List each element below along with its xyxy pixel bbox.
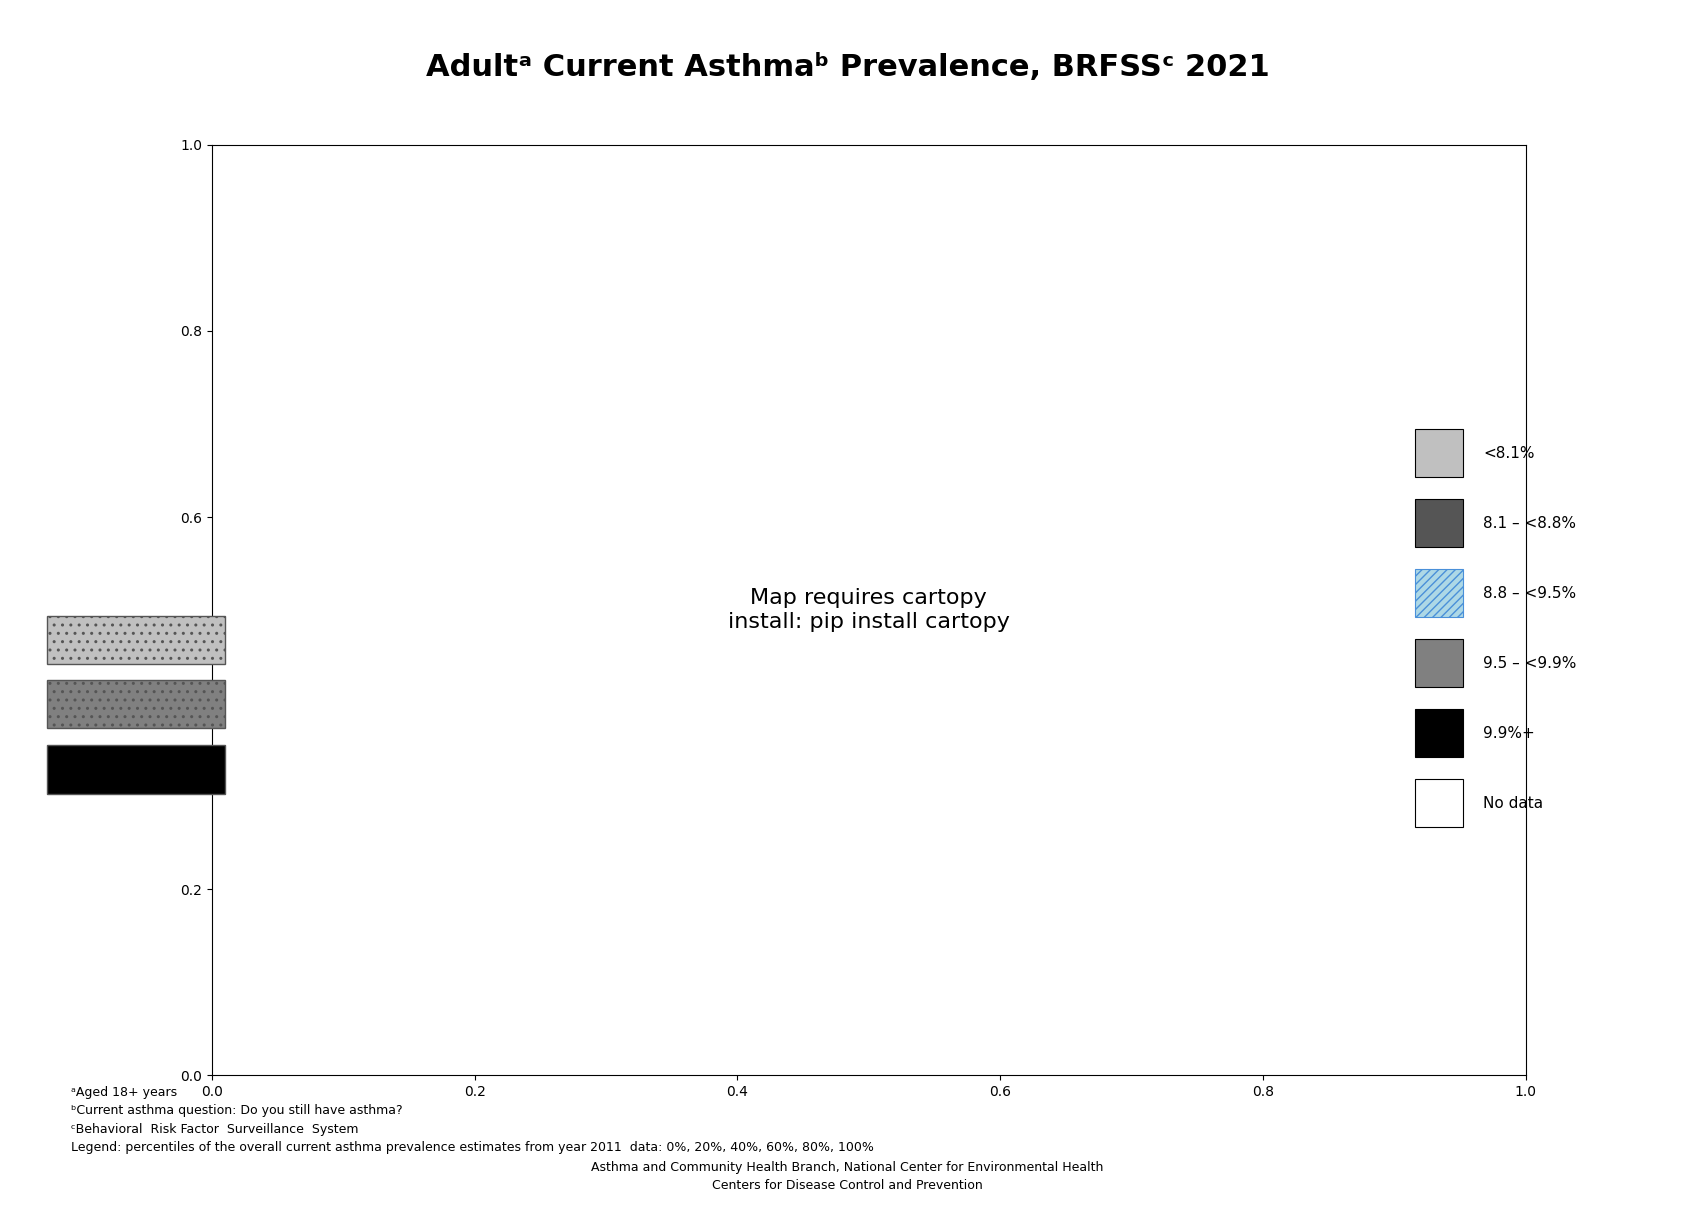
Text: 8.1 – <8.8%: 8.1 – <8.8% — [1483, 516, 1576, 530]
Text: Legend: percentiles of the overall current asthma prevalence estimates from year: Legend: percentiles of the overall curre… — [71, 1140, 875, 1154]
Text: GU: 4.7%: GU: 4.7% — [102, 634, 171, 646]
Text: 8.8 – <9.5%: 8.8 – <9.5% — [1483, 586, 1576, 600]
Text: Centers for Disease Control and Prevention: Centers for Disease Control and Preventi… — [712, 1179, 983, 1192]
Text: <8.1%: <8.1% — [1483, 446, 1534, 460]
Text: DC: 11.6%: DC: 11.6% — [98, 763, 175, 776]
Text: ᶜBehavioral  Risk Factor  Surveillance  System: ᶜBehavioral Risk Factor Surveillance Sys… — [71, 1122, 359, 1136]
Text: USVI: 5.0%: USVI: 5.0% — [95, 698, 178, 710]
Text: Asthma and Community Health Branch, National Center for Environmental Health: Asthma and Community Health Branch, Nati… — [592, 1161, 1103, 1174]
Text: 9.5 – <9.9%: 9.5 – <9.9% — [1483, 656, 1576, 670]
Text: ᵇCurrent asthma question: Do you still have asthma?: ᵇCurrent asthma question: Do you still h… — [71, 1104, 403, 1117]
Text: 9.9%+: 9.9%+ — [1483, 726, 1536, 741]
Text: Map requires cartopy
install: pip install cartopy: Map requires cartopy install: pip instal… — [727, 588, 1010, 632]
Text: No data: No data — [1483, 796, 1542, 811]
Text: Adultᵃ Current Asthmaᵇ Prevalence, BRFSSᶜ 2021: Adultᵃ Current Asthmaᵇ Prevalence, BRFSS… — [425, 53, 1270, 82]
Text: ᵃAged 18+ years: ᵃAged 18+ years — [71, 1086, 178, 1099]
